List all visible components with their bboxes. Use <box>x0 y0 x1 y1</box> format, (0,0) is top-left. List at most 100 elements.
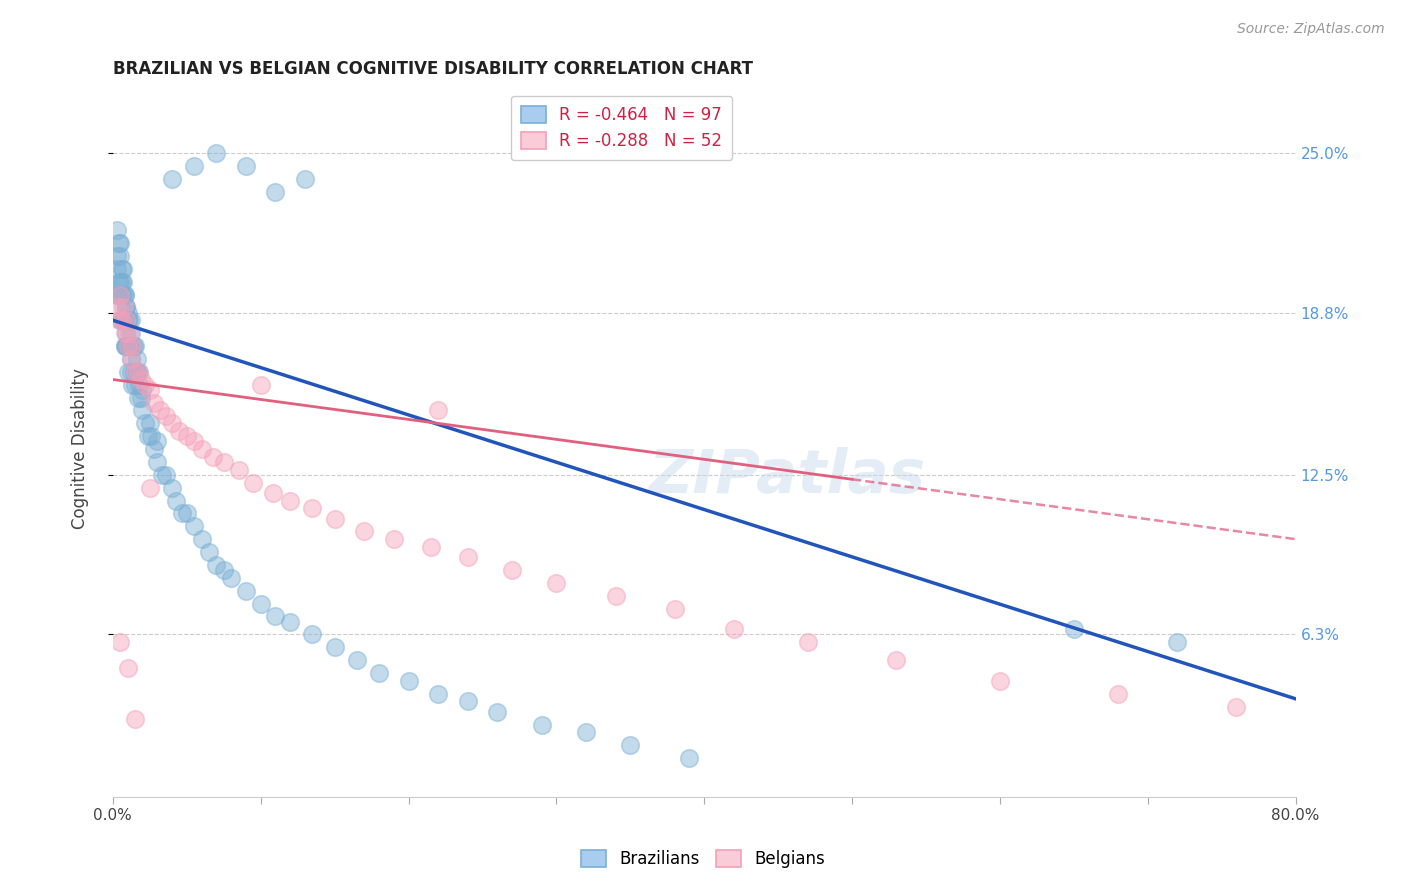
Point <box>143 442 166 456</box>
Point <box>205 145 228 160</box>
Point <box>1107 687 1129 701</box>
Point <box>117 365 139 379</box>
Point <box>117 339 139 353</box>
Point <box>131 403 153 417</box>
Point <box>530 717 553 731</box>
Point <box>457 550 479 565</box>
Point <box>183 159 205 173</box>
Point <box>235 583 257 598</box>
Point <box>134 417 156 431</box>
Point <box>114 339 136 353</box>
Point <box>323 511 346 525</box>
Point <box>172 507 194 521</box>
Point <box>110 249 132 263</box>
Point <box>278 615 301 629</box>
Point <box>117 313 139 327</box>
Point <box>228 462 250 476</box>
Point <box>105 261 128 276</box>
Point <box>114 326 136 340</box>
Point <box>301 627 323 641</box>
Point <box>202 450 225 464</box>
Point <box>1225 699 1247 714</box>
Point <box>886 653 908 667</box>
Point <box>150 467 173 482</box>
Point <box>105 301 128 315</box>
Point <box>323 640 346 655</box>
Point <box>301 501 323 516</box>
Point <box>190 532 212 546</box>
Point <box>398 673 420 688</box>
Point <box>368 666 391 681</box>
Point <box>110 275 132 289</box>
Point <box>278 493 301 508</box>
Point <box>346 653 368 667</box>
Point <box>127 365 149 379</box>
Point <box>219 571 242 585</box>
Point <box>619 738 641 752</box>
Point <box>107 235 129 250</box>
Point <box>124 339 146 353</box>
Point <box>124 377 146 392</box>
Point <box>110 287 132 301</box>
Point <box>110 313 132 327</box>
Point <box>120 326 142 340</box>
Point <box>118 313 141 327</box>
Point <box>121 377 143 392</box>
Point <box>129 391 152 405</box>
Point <box>501 563 523 577</box>
Point <box>146 434 169 449</box>
Point <box>118 326 141 340</box>
Point <box>117 305 139 319</box>
Point <box>120 313 142 327</box>
Point <box>605 589 627 603</box>
Point <box>165 493 187 508</box>
Point <box>678 751 700 765</box>
Point <box>176 507 198 521</box>
Point <box>125 351 148 366</box>
Point <box>125 365 148 379</box>
Point <box>131 383 153 397</box>
Point <box>129 372 152 386</box>
Point <box>988 673 1011 688</box>
Point <box>115 313 138 327</box>
Point <box>141 429 163 443</box>
Point <box>112 275 135 289</box>
Point <box>107 287 129 301</box>
Point <box>114 313 136 327</box>
Point <box>264 185 287 199</box>
Text: Source: ZipAtlas.com: Source: ZipAtlas.com <box>1237 22 1385 37</box>
Point <box>125 365 148 379</box>
Point <box>110 235 132 250</box>
Point <box>139 481 162 495</box>
Point <box>117 661 139 675</box>
Point <box>149 403 172 417</box>
Point <box>183 519 205 533</box>
Point <box>115 326 138 340</box>
Point <box>112 301 135 315</box>
Point <box>111 275 134 289</box>
Point <box>115 301 138 315</box>
Point <box>249 597 271 611</box>
Point <box>111 261 134 276</box>
Point <box>112 261 135 276</box>
Point <box>122 365 145 379</box>
Point <box>117 339 139 353</box>
Point <box>235 159 257 173</box>
Point <box>127 391 149 405</box>
Point <box>205 558 228 572</box>
Point <box>796 635 818 649</box>
Point <box>294 171 316 186</box>
Point <box>242 475 264 490</box>
Point <box>128 377 150 392</box>
Legend: R = -0.464   N = 97, R = -0.288   N = 52: R = -0.464 N = 97, R = -0.288 N = 52 <box>510 95 733 161</box>
Y-axis label: Cognitive Disability: Cognitive Disability <box>72 368 89 530</box>
Point <box>212 455 235 469</box>
Point <box>121 339 143 353</box>
Point <box>115 339 138 353</box>
Point <box>1166 635 1188 649</box>
Point <box>664 601 686 615</box>
Point <box>120 351 142 366</box>
Point <box>575 725 598 739</box>
Point <box>190 442 212 456</box>
Point <box>419 540 441 554</box>
